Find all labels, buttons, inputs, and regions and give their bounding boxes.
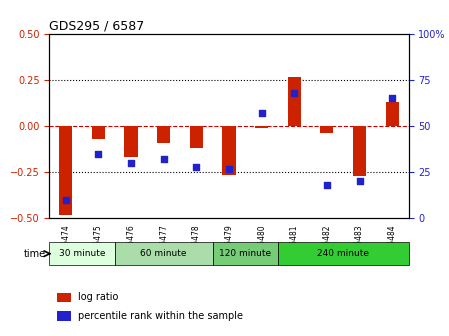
Bar [49, 242, 114, 265]
Text: 60 minute: 60 minute [141, 249, 187, 258]
Point [193, 164, 200, 169]
Bar [92, 126, 105, 139]
Bar [213, 242, 278, 265]
Text: percentile rank within the sample: percentile rank within the sample [78, 311, 243, 321]
Point [258, 110, 265, 116]
Bar [278, 242, 409, 265]
Point [95, 151, 102, 157]
Text: 120 minute: 120 minute [219, 249, 271, 258]
Text: time: time [24, 249, 46, 259]
Bar [353, 126, 366, 176]
Bar [255, 126, 268, 128]
Bar [57, 293, 71, 302]
Bar [157, 126, 170, 143]
Text: 30 minute: 30 minute [59, 249, 106, 258]
Point [323, 182, 330, 188]
Point [160, 157, 167, 162]
Point [128, 160, 135, 166]
Bar [59, 126, 72, 215]
Bar [321, 126, 334, 133]
Bar [57, 311, 71, 321]
Point [225, 166, 233, 171]
Bar [288, 77, 301, 126]
Bar [124, 126, 137, 157]
Bar [386, 102, 399, 126]
Point [62, 197, 69, 203]
Bar [222, 126, 236, 175]
Point [291, 90, 298, 95]
Bar [114, 242, 213, 265]
Text: 240 minute: 240 minute [317, 249, 369, 258]
Bar [190, 126, 203, 148]
Point [356, 179, 363, 184]
Point [389, 96, 396, 101]
Text: log ratio: log ratio [78, 292, 119, 302]
Text: GDS295 / 6587: GDS295 / 6587 [49, 19, 145, 33]
